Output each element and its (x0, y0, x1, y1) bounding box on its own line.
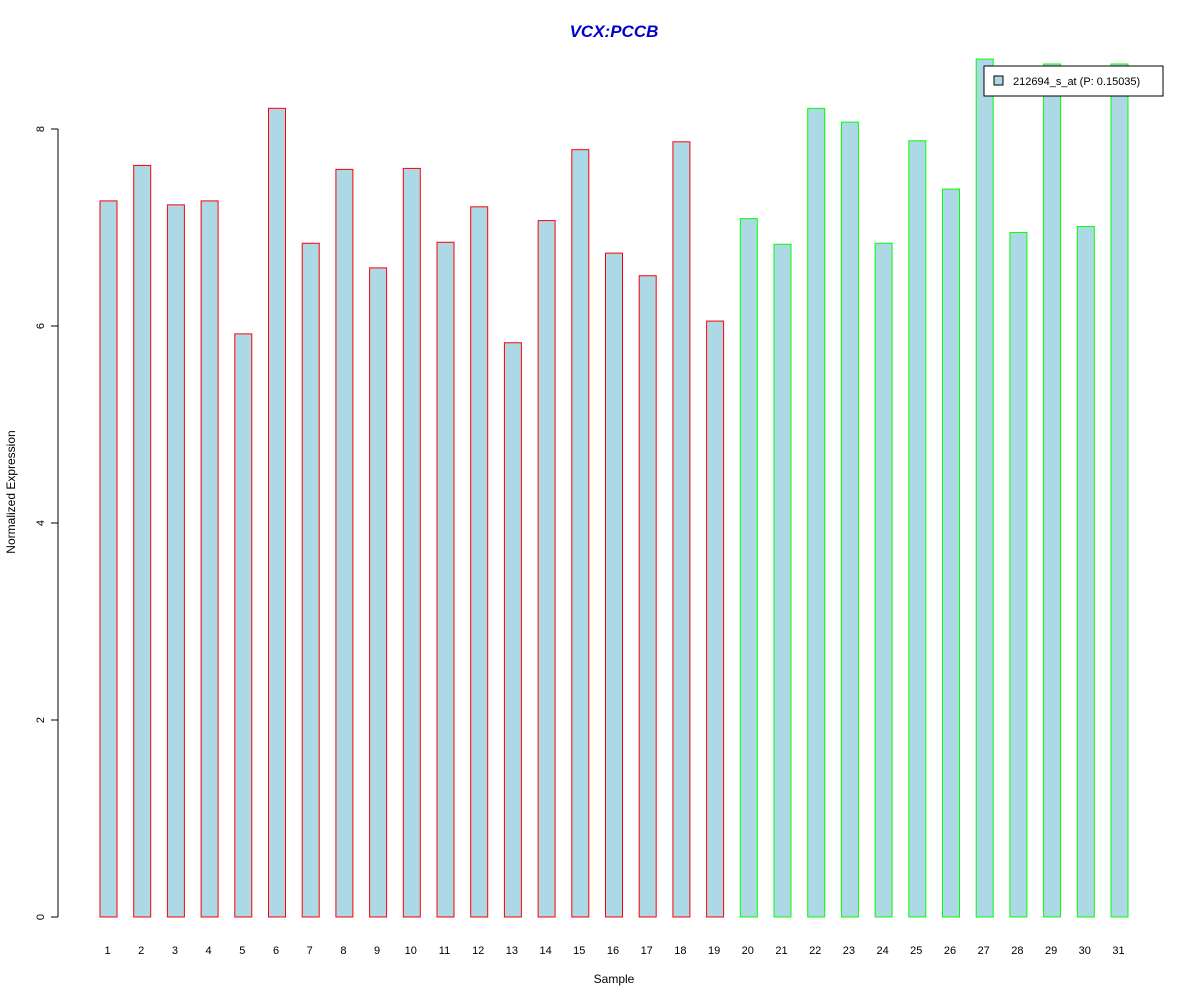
bar-sample-21 (773, 243, 792, 918)
y-tick-label: 6 (35, 323, 47, 329)
x-tick-label: 24 (876, 945, 888, 957)
y-axis: 0 2 4 6 8 (35, 126, 59, 920)
legend: 212694_s_at (P: 0.15035) (983, 65, 1164, 97)
x-tick-label: 4 (206, 945, 212, 957)
x-tick-label: 26 (944, 945, 956, 957)
x-tick-label: 3 (172, 945, 178, 957)
bar-sample-14 (537, 220, 556, 918)
legend-box (983, 65, 1164, 97)
legend-label: 212694_s_at (P: 0.15035) (1013, 76, 1140, 88)
x-tick-label: 27 (978, 945, 990, 957)
bar-sample-2 (133, 164, 152, 918)
x-tick-label: 31 (1112, 945, 1124, 957)
x-tick-labels: 1 2 3 4 5 6 7 8 9 10 11 12 13 14 15 16 17 18 19 20 21 22 23 24 2… (104, 945, 1124, 957)
bar-sample-15 (571, 149, 590, 918)
bar-sample-20 (739, 218, 758, 918)
x-tick-label: 10 (405, 945, 417, 957)
x-tick-label: 2 (138, 945, 144, 957)
chart-title: VCX:PCCB (570, 22, 659, 41)
x-tick-label: 20 (742, 945, 754, 957)
bars-group (99, 58, 1129, 918)
x-tick-label: 5 (239, 945, 245, 957)
bar-sample-4 (200, 200, 219, 918)
bar-sample-22 (807, 107, 826, 918)
bar-sample-18 (672, 141, 691, 918)
x-tick-label: 8 (340, 945, 346, 957)
bar-sample-11 (436, 241, 455, 918)
bar-sample-10 (402, 167, 421, 918)
x-tick-label: 13 (506, 945, 518, 957)
x-tick-label: 22 (809, 945, 821, 957)
bar-sample-31 (1110, 63, 1129, 918)
x-tick-label: 7 (307, 945, 313, 957)
bar-sample-24 (874, 242, 893, 918)
x-tick-label: 17 (641, 945, 653, 957)
y-tick-label: 0 (35, 914, 47, 920)
x-tick-label: 18 (674, 945, 686, 957)
bar-sample-12 (470, 206, 489, 918)
x-tick-label: 6 (273, 945, 279, 957)
bar-sample-29 (1043, 63, 1062, 918)
x-tick-label: 28 (1011, 945, 1023, 957)
x-tick-label: 23 (843, 945, 855, 957)
bar-sample-1 (99, 200, 118, 918)
bar-sample-26 (942, 188, 960, 918)
bar-sample-3 (166, 204, 185, 918)
bar-sample-17 (638, 275, 657, 918)
bar-sample-16 (605, 252, 623, 918)
x-tick-label: 25 (910, 945, 922, 957)
bar-sample-28 (1009, 231, 1028, 918)
y-tick-label: 4 (35, 520, 47, 526)
x-tick-label: 19 (708, 945, 720, 957)
x-tick-label: 21 (775, 945, 787, 957)
bar-sample-8 (335, 168, 354, 918)
y-axis-label: Normalized Expression (4, 430, 18, 553)
bar-sample-5 (234, 333, 253, 918)
x-tick-label: 16 (607, 945, 619, 957)
bar-sample-27 (975, 58, 994, 918)
x-tick-label: 30 (1079, 945, 1091, 957)
x-tick-label: 1 (104, 945, 110, 957)
bar-sample-6 (268, 107, 286, 918)
x-axis-label: Sample (594, 972, 635, 986)
bar-sample-13 (503, 342, 522, 918)
bar-sample-23 (840, 121, 859, 918)
x-tick-label: 29 (1045, 945, 1057, 957)
y-tick-label: 8 (35, 126, 47, 132)
x-tick-label: 11 (439, 945, 450, 957)
x-tick-label: 15 (573, 945, 585, 957)
bar-sample-30 (1076, 226, 1095, 918)
bar-sample-9 (369, 267, 388, 918)
x-tick-label: 14 (539, 945, 551, 957)
bar-sample-19 (706, 320, 725, 918)
legend-swatch (993, 75, 1004, 86)
y-tick-label: 2 (35, 717, 47, 723)
bar-sample-25 (908, 140, 927, 918)
x-tick-label: 9 (374, 945, 380, 957)
bar-sample-7 (301, 242, 320, 918)
x-tick-label: 12 (472, 945, 484, 957)
